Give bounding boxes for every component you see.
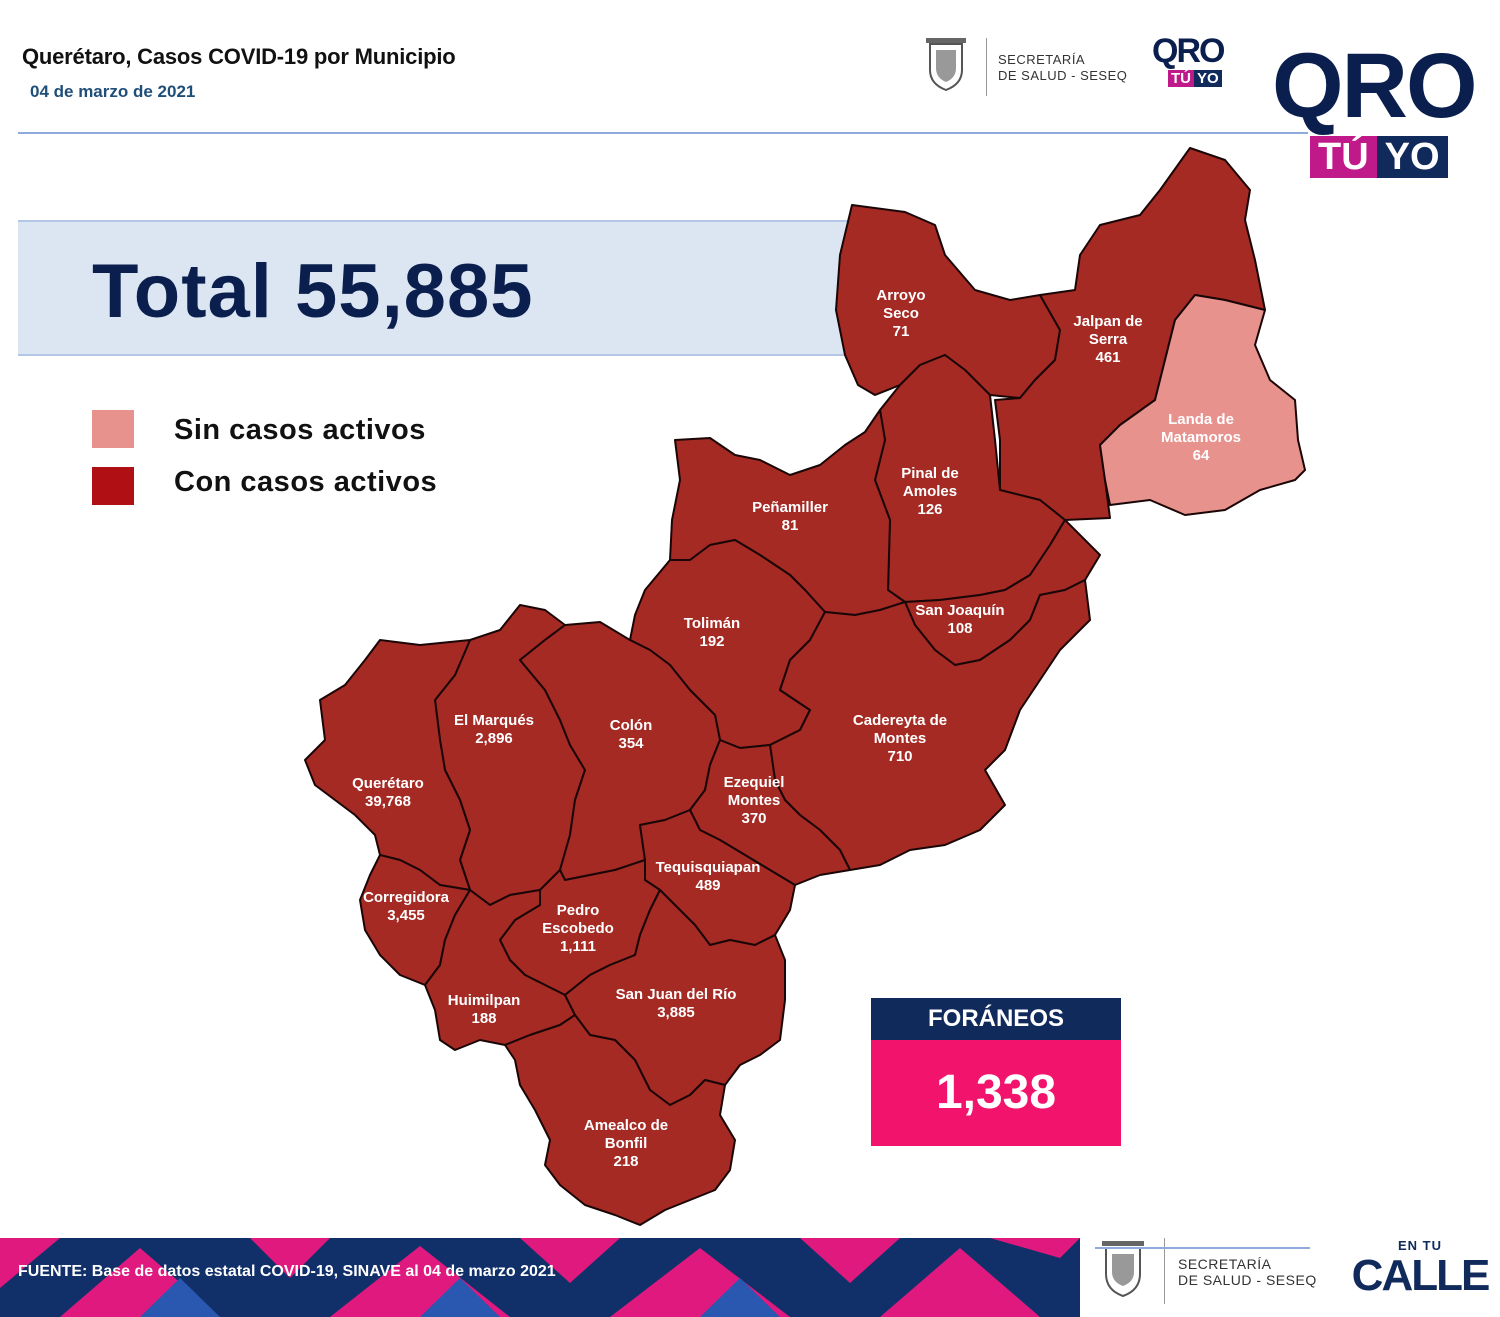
label-colon-cases: 354 (618, 735, 644, 752)
tu-large: TÚ (1310, 136, 1377, 178)
foraneos-value: 1,338 (871, 1040, 1121, 1146)
footer-secretaria-label: SECRETARÍA DE SALUD - SESEQ (1178, 1256, 1317, 1288)
qro-large-text: QRO (1272, 35, 1478, 137)
label-ezequiel-montes-name: Ezequiel (724, 774, 785, 791)
legend-label-inactive: Sin casos activos (174, 414, 426, 446)
secretaria-label: SECRETARÍA DE SALUD - SESEQ (998, 52, 1127, 84)
footer-banner (0, 1238, 1080, 1317)
label-cadereyta-de-montes-name: Montes (874, 730, 927, 747)
label-colon-name: Colón (610, 717, 653, 734)
label-huimilpan-name: Huimilpan (448, 992, 521, 1009)
label-ezequiel-montes-cases: 370 (741, 810, 766, 827)
total-banner (18, 220, 918, 356)
label-amealco-de-bonfil-name: Bonfil (605, 1135, 648, 1152)
label-landa-de-matamoros-name: Matamoros (1161, 429, 1241, 446)
label-amealco-de-bonfil-name: Amealco de (584, 1117, 668, 1134)
label-el-marques-name: El Marqués (454, 712, 534, 729)
label-penamiller-name: Peñamiller (752, 499, 828, 516)
label-pedro-escobedo-name: Pedro (557, 902, 600, 919)
source-text: FUENTE: Base de datos estatal COVID-19, … (18, 1263, 556, 1280)
label-pedro-escobedo-name: Escobedo (542, 920, 614, 937)
label-san-joaquin-cases: 108 (947, 620, 972, 637)
label-tequisquiapan-cases: 489 (695, 877, 720, 894)
label-corregidora-name: Corregidora (363, 889, 450, 906)
region-amealco-de-bonfil (504, 1014, 736, 1226)
label-toliman-cases: 192 (699, 633, 724, 650)
footer-secretaria-line-1: SECRETARÍA (1178, 1256, 1272, 1272)
label-ezequiel-montes-name: Montes (728, 792, 781, 809)
label-pedro-escobedo-cases: 1,111 (560, 938, 596, 955)
label-pinal-de-amoles-cases: 126 (917, 501, 942, 518)
page-title: Querétaro, Casos COVID-19 por Municipio (22, 44, 456, 69)
label-jalpan-de-serra-name: Jalpan de (1073, 313, 1142, 330)
footer-divider-vertical (1164, 1238, 1165, 1304)
legend-swatch-inactive (92, 410, 134, 448)
label-el-marques-cases: 2,896 (475, 730, 513, 747)
label-landa-de-matamoros-name: Landa de (1168, 411, 1234, 428)
legend-swatch-active (92, 467, 134, 505)
secretaria-line-2: DE SALUD - SESEQ (998, 68, 1128, 83)
yo-large: YO (1376, 136, 1448, 178)
label-pinal-de-amoles-name: Pinal de (901, 465, 959, 482)
label-cadereyta-de-montes-name: Cadereyta de (853, 712, 947, 729)
header-divider (18, 132, 1308, 134)
label-pinal-de-amoles-name: Amoles (903, 483, 957, 500)
region-arroyo-seco (835, 204, 1061, 399)
qro-tuyo-large-logo: QRO TÚ YO (1272, 40, 1492, 185)
total-value: 55,885 (295, 249, 534, 334)
en-tu-text: EN TU (1398, 1238, 1442, 1253)
header-divider-vertical (986, 38, 987, 96)
label-san-juan-del-rio-name: San Juan del Río (616, 986, 737, 1003)
total-cases: Total 55,885 (92, 248, 533, 335)
label-arroyo-seco-name: Seco (883, 305, 919, 322)
legend-label-active: Con casos activos (174, 466, 438, 498)
label-san-juan-del-rio-cases: 3,885 (657, 1004, 695, 1021)
label-corregidora-cases: 3,455 (387, 907, 425, 924)
report-date: 04 de marzo de 2021 (30, 82, 196, 101)
label-queretaro-name: Querétaro (352, 775, 424, 792)
yo-small: YO (1194, 70, 1222, 87)
tuyo-small: TÚ YO (1168, 70, 1242, 87)
label-san-joaquin-name: San Joaquín (915, 602, 1004, 619)
queretaro-crest-icon (922, 36, 970, 96)
qro-small-text: QRO (1152, 32, 1225, 70)
label-huimilpan-cases: 188 (471, 1010, 496, 1027)
total-label: Total (92, 249, 273, 334)
label-arroyo-seco-cases: 71 (893, 323, 910, 340)
label-landa-de-matamoros-cases: 64 (1193, 447, 1210, 464)
label-arroyo-seco-name: Arroyo (876, 287, 925, 304)
label-tequisquiapan-name: Tequisquiapan (656, 859, 761, 876)
en-tu-calle-logo: EN TU CALLE (1350, 1238, 1491, 1308)
tuyo-large: TÚ YO (1310, 136, 1492, 179)
label-jalpan-de-serra-name: Serra (1089, 331, 1128, 348)
tu-small: TÚ (1168, 70, 1194, 87)
footer-secretaria-line-2: DE SALUD - SESEQ (1178, 1272, 1317, 1288)
label-toliman-name: Tolimán (684, 615, 740, 632)
label-cadereyta-de-montes-cases: 710 (887, 748, 912, 765)
calle-text: CALLE (1351, 1251, 1491, 1300)
region-landa-de-matamoros (1099, 294, 1306, 516)
qro-tuyo-small-logo: QRO TÚ YO (1152, 34, 1242, 92)
footer-crest-icon (1098, 1238, 1148, 1304)
label-penamiller-cases: 81 (782, 517, 799, 534)
footer-secretaria-line (1095, 1247, 1310, 1249)
label-jalpan-de-serra-cases: 461 (1095, 349, 1120, 366)
label-queretaro-cases: 39,768 (365, 793, 411, 810)
foraneos-label: FORÁNEOS (871, 998, 1121, 1040)
label-amealco-de-bonfil-cases: 218 (613, 1153, 638, 1170)
secretaria-line-1: SECRETARÍA (998, 52, 1086, 67)
